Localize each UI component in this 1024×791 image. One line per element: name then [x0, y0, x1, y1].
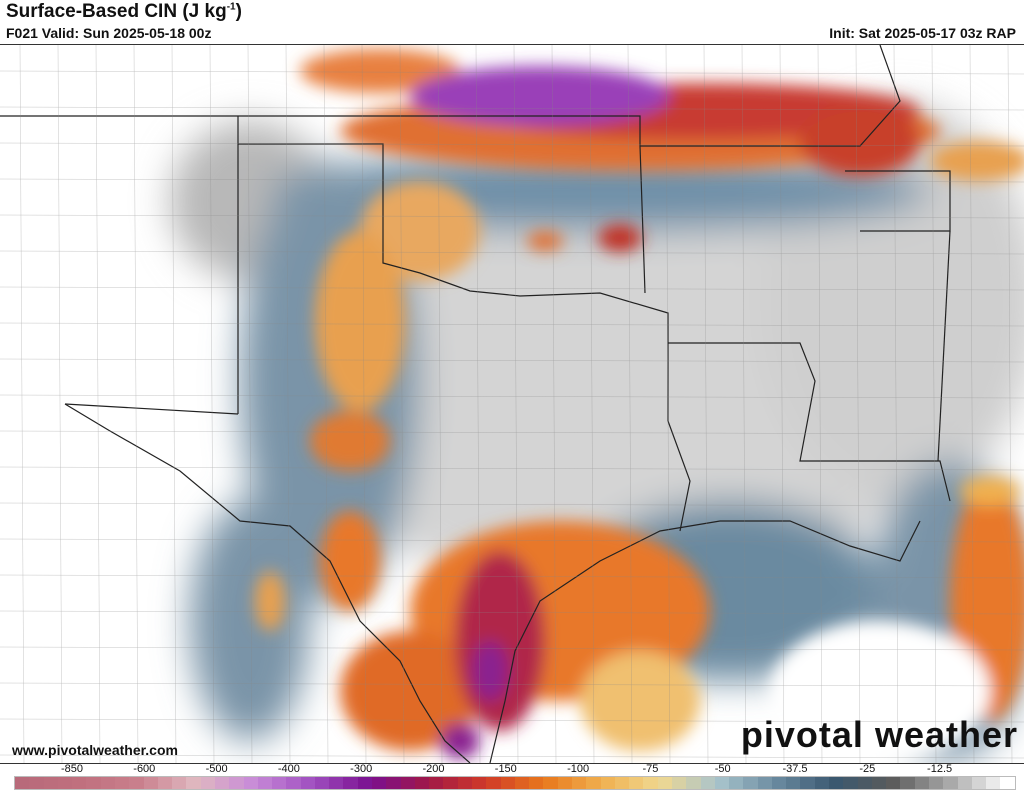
website-url[interactable]: www.pivotalweather.com	[12, 742, 178, 758]
colorbar-cell	[400, 777, 415, 789]
colorbar-cell	[771, 777, 787, 789]
colorbar-cell	[29, 777, 44, 789]
colorbar-label: -100	[567, 763, 590, 775]
colorbar-cell	[743, 777, 758, 789]
colorbar-cell	[414, 777, 430, 789]
colorbar-cell	[557, 777, 572, 789]
colorbar-cell	[543, 777, 558, 789]
colorbar-label: -37.5	[782, 763, 808, 775]
colorbar-cell	[214, 777, 230, 789]
colorbar-cell	[386, 777, 401, 789]
colorbar-labels: -850 -600 -500 -400 -300 -200 -150 -100 -75 -50 -3…	[0, 763, 1024, 775]
title-text: Surface-Based CIN (J kg	[6, 1, 227, 22]
colorbar-cell	[243, 777, 258, 789]
title-unit-exponent: -1	[226, 1, 236, 13]
colorbar-cell	[657, 777, 672, 789]
colorbar-cell	[200, 777, 215, 789]
colorbar-cell	[357, 777, 373, 789]
colorbar-cell	[643, 777, 658, 789]
colorbar-cell	[900, 777, 915, 789]
colorbar-cell	[571, 777, 587, 789]
colorbar-label: -300	[350, 763, 373, 775]
colorbar-cell	[114, 777, 130, 789]
colorbar-label: -12.5	[927, 763, 953, 775]
colorbar-cell	[600, 777, 615, 789]
colorbar-cell	[929, 777, 944, 789]
colorbar-label: -200	[422, 763, 445, 775]
colorbar-cell	[229, 777, 244, 789]
colorbar-cell	[800, 777, 815, 789]
colorbar-cell	[671, 777, 687, 789]
colorbar-cell	[272, 777, 287, 789]
colorbar-label: -850	[60, 763, 84, 775]
title-end: )	[235, 1, 242, 22]
colorbar-cell	[457, 777, 472, 789]
colorbar-cell	[829, 777, 844, 789]
valid-time: F021 Valid: Sun 2025-05-18 00z	[6, 25, 212, 41]
colorbar-cell	[943, 777, 958, 789]
init-time: Init: Sat 2025-05-17 03z RAP	[829, 25, 1016, 41]
colorbar-cell	[329, 777, 344, 789]
colorbar-cell	[871, 777, 887, 789]
colorbar-cell	[886, 777, 901, 789]
colorbar-cell	[986, 777, 1001, 789]
colorbar-cell	[300, 777, 315, 789]
pivotal-weather-logo: pivotal weather	[740, 714, 1018, 755]
colorbar-label: -150	[494, 763, 517, 775]
cin-map	[0, 44, 1024, 764]
colorbar-cell	[57, 777, 73, 789]
colorbar-label: -400	[277, 763, 300, 775]
colorbar-cell	[957, 777, 972, 789]
colorbar-cell	[172, 777, 187, 789]
colorbar-cell	[757, 777, 772, 789]
colorbar-cell	[914, 777, 929, 789]
map-title: Surface-Based CIN (J kg-1)	[6, 1, 242, 23]
colorbar-cell	[429, 777, 444, 789]
colorbar-cell	[286, 777, 301, 789]
county-lines	[0, 45, 1024, 763]
colorbar-cell	[257, 777, 273, 789]
colorbar-cell	[343, 777, 358, 789]
colorbar-label: -500	[205, 763, 228, 775]
colorbar-cell	[614, 777, 630, 789]
colorbar-cell	[15, 777, 30, 789]
colorbar-cell	[86, 777, 101, 789]
colorbar-label: -50	[714, 763, 731, 775]
colorbar-cell	[843, 777, 858, 789]
colorbar-cell	[372, 777, 387, 789]
colorbar-cell	[157, 777, 173, 789]
colorbar-cell	[43, 777, 58, 789]
colorbar-cell	[500, 777, 515, 789]
colorbar-label: -25	[859, 763, 876, 775]
colorbar-cell	[700, 777, 715, 789]
colorbar-cell	[100, 777, 115, 789]
colorbar-cell	[529, 777, 544, 789]
colorbar-cell	[714, 777, 730, 789]
colorbar-cell	[143, 777, 158, 789]
colorbar-cell	[686, 777, 701, 789]
state-borders	[0, 45, 951, 763]
colorbar-cell	[186, 777, 201, 789]
colorbar-cell	[486, 777, 501, 789]
colorbar-cell	[1000, 777, 1015, 789]
colorbar-cell	[129, 777, 144, 789]
colorbar-cell	[72, 777, 87, 789]
colorbar-cell	[629, 777, 644, 789]
colorbar-cell	[971, 777, 987, 789]
colorbar-cell	[729, 777, 744, 789]
colorbar-cell	[586, 777, 601, 789]
colorbar-cell	[814, 777, 830, 789]
colorbar	[14, 776, 1016, 790]
colorbar-cell	[472, 777, 487, 789]
colorbar-cell	[514, 777, 530, 789]
colorbar-label: -75	[642, 763, 659, 775]
colorbar-cell	[786, 777, 801, 789]
colorbar-cell	[443, 777, 458, 789]
colorbar-cell	[857, 777, 872, 789]
colorbar-cell	[314, 777, 330, 789]
colorbar-label: -600	[133, 763, 156, 775]
